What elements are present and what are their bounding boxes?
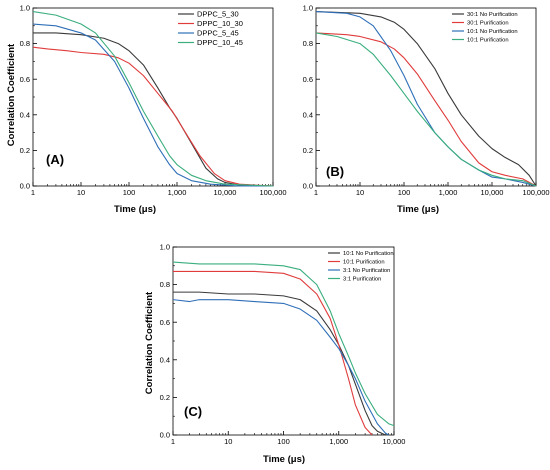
panel-c: 1 10 100 1,000 10,000 0.0 0.2 0.4 0.6 0.8 1.0 10:1 … [144,243,405,465]
panel-a-x-tick-label: 100,000 [259,188,286,197]
panel-b-x-tick-label: 1,000 [439,188,458,197]
panel-a-x-tick-label: 10 [77,188,85,197]
panel-c-y-tick-label: 0.8 [160,280,170,289]
panel-c-y-tick-label: 0.0 [160,431,170,440]
panel-b-y-tick-label: 0.0 [303,182,313,191]
panel-c-frame [172,246,395,436]
panel-b-y-tick-label: 0.2 [303,146,313,155]
panel-b-x-tick-label: 100,000 [522,188,549,197]
panel-c-series-line [173,270,373,436]
panel-b-series-line [315,32,537,187]
panel-c-series-line [173,291,386,436]
panel-a-legend-label: DPPC_10_45 [197,38,243,47]
panel-b-y-tick-label: 1.0 [303,4,313,13]
panel-b-x-tick-label: 10 [356,188,364,197]
panel-a-x-tick-label: 1,000 [168,188,187,197]
panel-c-xlabel: Time (μs) [263,454,305,465]
panel-c-legend-label: 3:1 No Purification [343,268,390,274]
panel-a-legend-label: DPPC_5_45 [197,29,239,38]
panel-b-x-tick-label: 10,000 [481,188,504,197]
panel-b-legend-label: 30:1 No Purification [467,12,518,18]
panel-a-label: (A) [46,152,64,167]
panel-c-y-tick-label: 1.0 [160,243,170,252]
panel-a-x-tick-label: 10,000 [214,188,237,197]
panel-b-series-line [315,11,537,187]
panel-b-legend-label: 10:1 Purification [467,38,509,44]
panel-b: 1 10 100 1,000 10,000 100,000 0.0 0.2 0.4 0.6 0.8 1… [303,4,550,215]
panel-a-series-line [32,46,274,187]
panel-c-series-line [172,299,389,436]
panel-a-xlabel: Time (μs) [114,204,156,215]
panel-a-y-tick-label: 0.8 [20,39,30,48]
panel-c-x-tick-label: 10 [224,437,232,446]
panel-b-y-tick-label: 0.4 [303,110,313,119]
panel-c-x-tick-label: 10,000 [383,437,406,446]
panel-c-plot: 1 10 100 1,000 10,000 0.0 0.2 0.4 0.6 0.8 1.0 10:1 … [160,243,406,446]
panel-a-legend-label: DPPC_5_30 [197,10,239,19]
panel-a-y-tick-label: 1.0 [20,4,30,13]
panel-c-x-tick-label: 100 [277,437,290,446]
panel-b-legend-label: 30:1 Purification [467,21,509,27]
panel-a-legend-label: DPPC_10_30 [197,19,243,28]
panel-c-label: (C) [184,404,202,419]
panel-b-x-tick-label: 100 [398,188,411,197]
panel-c-y-tick-label: 0.2 [160,393,170,402]
panel-a-x-tick-label: 1 [31,188,35,197]
panel-a-y-tick-label: 0.6 [20,75,30,84]
panel-c-series-line [172,261,395,427]
panel-a-series-line [32,23,273,187]
panel-c-y-tick-label: 0.4 [160,355,170,364]
panel-a-y-tick-label: 0.2 [20,146,30,155]
panel-a-x-tick-label: 100 [123,188,136,197]
panel-a-ylabel: Correlation Coefficient [6,43,17,146]
panel-c-ylabel: Correlation Coefficient [144,291,155,394]
panel-a-series-line [33,32,274,187]
panel-b-series-line [315,32,537,187]
panel-b-x-tick-label: 1 [314,188,318,197]
panel-c-legend-label: 10:1 No Purification [343,251,394,257]
panel-b-label: (B) [326,164,344,179]
panel-a-plot: 1 10 100 1,000 10,000 100,000 0.0 0.2 0.4 0.6 0.8 1… [20,4,287,197]
panel-c-x-tick-label: 1 [171,437,175,446]
panel-b-y-tick-label: 0.6 [303,75,313,84]
panel-a-y-tick-label: 0.0 [20,182,30,191]
panel-c-legend-label: 10:1 Purification [343,260,385,266]
panel-c-x-tick-label: 1,000 [329,437,348,446]
panel-b-y-tick-label: 0.8 [303,39,313,48]
panel-b-xlabel: Time (μs) [397,204,439,215]
panel-b-plot: 1 10 100 1,000 10,000 100,000 0.0 0.2 0.4 0.6 0.8 1… [303,4,550,197]
panel-c-y-tick-label: 0.6 [160,318,170,327]
panel-a: 1 10 100 1,000 10,000 100,000 0.0 0.2 0.4 0.6 0.8 1… [6,4,287,215]
panel-a-y-tick-label: 0.4 [20,110,30,119]
panel-a-series-line [32,11,274,187]
panel-b-legend-label: 10:1 No Purification [467,29,518,35]
panel-c-legend-label: 3:1 Purification [343,277,381,283]
